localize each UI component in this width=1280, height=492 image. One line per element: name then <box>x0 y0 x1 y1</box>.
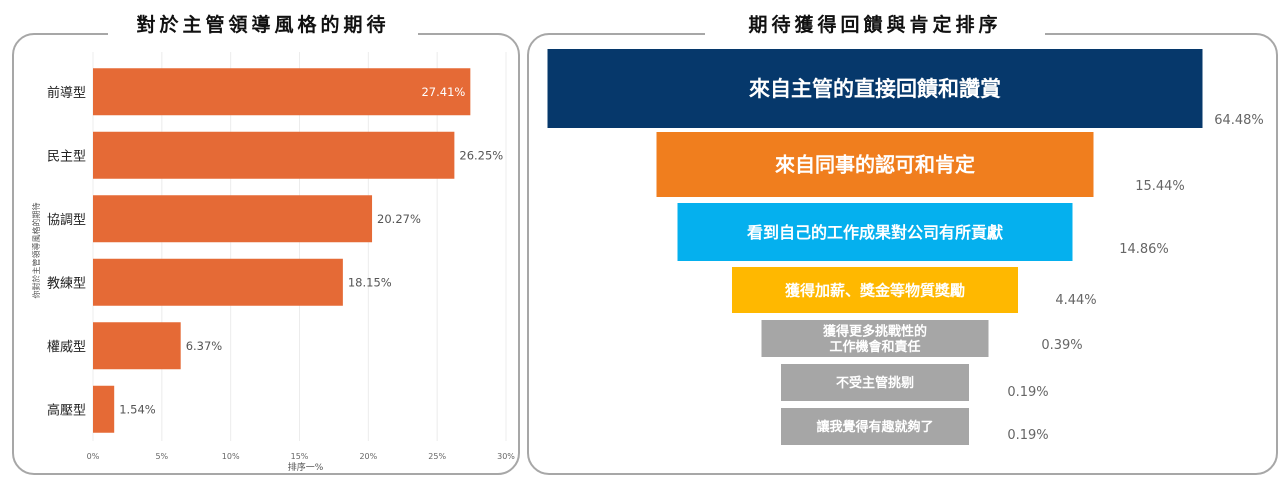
y-axis-label: 你對於主管領導風格的期待 <box>31 203 41 299</box>
funnel-value-label: 0.19% <box>1007 428 1048 443</box>
category-label: 前導型 <box>47 85 86 101</box>
right-chart-title: 期待獲得回饋與肯定排序 <box>705 10 1045 40</box>
funnel-value-label: 4.44% <box>1055 293 1096 308</box>
bar <box>93 258 343 306</box>
funnel-label: 來自同事的認可和肯定 <box>775 153 975 177</box>
x-tick-label: 10% <box>222 452 240 461</box>
funnel-bar <box>677 203 1073 261</box>
funnel-bar <box>781 408 969 445</box>
funnel-value-label: 0.39% <box>1041 338 1082 353</box>
bar <box>93 195 373 243</box>
bar <box>93 131 455 179</box>
funnel-label: 來自主管的直接回饋和讚賞 <box>749 77 1001 101</box>
funnel-value-label: 15.44% <box>1135 179 1185 194</box>
funnel-label: 工作機會和責任 <box>829 339 920 355</box>
leadership-bar-chart: 0% 5% 10% 15% 20% 25% 30% 前導型 27.41% 民主型 26.25% 協調型… <box>31 52 515 473</box>
bar <box>93 68 471 116</box>
x-tick-label: 15% <box>291 452 309 461</box>
funnel-label: 不受主管挑剔 <box>836 375 914 391</box>
value-label: 6.37% <box>186 339 223 353</box>
category-label: 協調型 <box>47 213 86 228</box>
funnel-label: 獲得更多挑戰性的 <box>823 323 927 339</box>
category-label: 高壓型 <box>47 402 86 418</box>
bar <box>93 322 181 370</box>
funnel-bar <box>761 320 989 357</box>
funnel-label: 看到自己的工作成果對公司有所貢獻 <box>746 223 1003 242</box>
x-tick-label: 20% <box>359 452 377 461</box>
value-label: 20.27% <box>377 212 421 226</box>
funnel-label: 讓我覺得有趣就夠了 <box>816 419 933 435</box>
value-label: 1.54% <box>119 402 156 416</box>
x-axis-label: 排序一% <box>288 461 324 473</box>
x-tick-label: 5% <box>155 452 168 461</box>
x-tick-label: 0% <box>87 452 100 461</box>
funnel-value-label: 64.48% <box>1214 113 1264 128</box>
value-label: 18.15% <box>348 275 392 289</box>
category-label: 權威型 <box>47 340 86 355</box>
funnel-bar <box>732 267 1018 313</box>
category-label: 教練型 <box>47 275 86 291</box>
funnel-value-label: 14.86% <box>1119 242 1169 257</box>
funnel-bar <box>547 49 1203 128</box>
x-tick-label: 25% <box>428 452 446 461</box>
funnel-bar <box>781 364 969 401</box>
value-label: 27.41% <box>421 85 465 99</box>
funnel-label: 獲得加薪、獎金等物質獎勵 <box>785 281 965 299</box>
funnel-value-label: 0.19% <box>1007 385 1048 400</box>
bar <box>93 385 115 433</box>
x-tick-label: 30% <box>497 452 515 461</box>
funnel-bar <box>656 132 1094 197</box>
value-label: 26.25% <box>459 148 503 162</box>
left-chart-title: 對於主管領導風格的期待 <box>108 10 418 40</box>
category-label: 民主型 <box>47 149 86 164</box>
